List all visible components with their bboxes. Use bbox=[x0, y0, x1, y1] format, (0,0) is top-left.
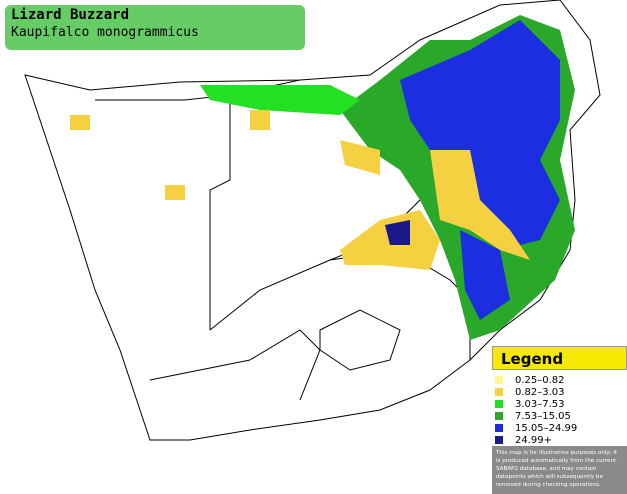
legend-label: 0.25–0.82 bbox=[515, 374, 565, 386]
legend-label: 15.05–24.99 bbox=[515, 422, 578, 434]
title: Lizard Buzzard bbox=[11, 7, 130, 23]
legend-swatch bbox=[495, 436, 503, 444]
legend: Legend 0.25–0.82 0.82–3.03 3.03–7.53 7.53–1… bbox=[492, 346, 627, 494]
legend-swatch bbox=[495, 412, 503, 420]
disclaimer: This map is for illustrative purposes on… bbox=[492, 446, 627, 494]
legend-swatch bbox=[495, 388, 503, 396]
legend-label: 7.53–15.05 bbox=[515, 410, 571, 422]
legend-item: 15.05–24.99 bbox=[495, 422, 627, 434]
legend-item: 7.53–15.05 bbox=[495, 410, 627, 422]
legend-label: 3.03–7.53 bbox=[515, 398, 565, 410]
legend-item: 0.25–0.82 bbox=[495, 374, 627, 386]
legend-swatch bbox=[495, 424, 503, 432]
legend-swatch bbox=[495, 376, 503, 384]
subtitle: Kaupifalco monogrammicus bbox=[11, 25, 199, 40]
legend-item: 3.03–7.53 bbox=[495, 398, 627, 410]
legend-label: 0.82–3.03 bbox=[515, 386, 565, 398]
legend-item: 24.99+ bbox=[495, 434, 627, 446]
legend-item: 0.82–3.03 bbox=[495, 386, 627, 398]
title-box: Lizard Buzzard Kaupifalco monogrammicus bbox=[5, 5, 305, 50]
legend-items: 0.25–0.82 0.82–3.03 3.03–7.53 7.53–15.05 15.… bbox=[492, 370, 627, 446]
legend-title: Legend bbox=[492, 346, 627, 370]
legend-label: 24.99+ bbox=[515, 434, 553, 446]
distribution bbox=[70, 15, 575, 340]
legend-swatch bbox=[495, 400, 503, 408]
